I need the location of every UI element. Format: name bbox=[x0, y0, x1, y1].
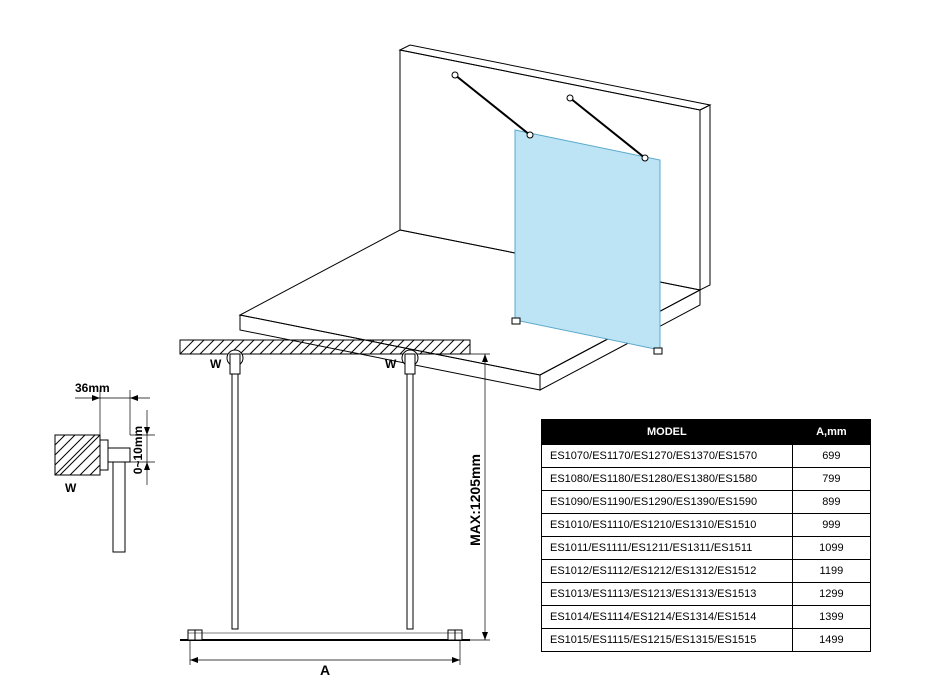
cell-a-mm: 699 bbox=[792, 445, 870, 468]
model-table: MODELA,mm ES1070/ES1170/ES1270/ES1370/ES… bbox=[541, 419, 871, 652]
cell-model: ES1013/ES1113/ES1213/ES1313/ES1513 bbox=[542, 583, 793, 606]
cell-a-mm: 799 bbox=[792, 468, 870, 491]
table-row: ES1090/ES1190/ES1290/ES1390/ES1590899 bbox=[542, 491, 871, 514]
cell-model: ES1011/ES1111/ES1211/ES1311/ES1511 bbox=[542, 537, 793, 560]
cell-a-mm: 999 bbox=[792, 514, 870, 537]
cell-a-mm: 1199 bbox=[792, 560, 870, 583]
col-header-a: A,mm bbox=[792, 420, 870, 445]
cell-model: ES1010/ES1110/ES1210/ES1310/ES1510 bbox=[542, 514, 793, 537]
table-row: ES1014/ES1114/ES1214/ES1314/ES15141399 bbox=[542, 606, 871, 629]
col-header-model: MODEL bbox=[542, 420, 793, 445]
table-row: ES1012/ES1112/ES1212/ES1312/ES15121199 bbox=[542, 560, 871, 583]
dim-36mm: 36mm bbox=[75, 381, 110, 395]
page-root: W W A MAX:1205mm 36mm bbox=[0, 0, 928, 686]
cell-a-mm: 899 bbox=[792, 491, 870, 514]
table-row: ES1080/ES1180/ES1280/ES1380/ES1580799 bbox=[542, 468, 871, 491]
table-row: ES1013/ES1113/ES1213/ES1313/ES15131299 bbox=[542, 583, 871, 606]
cell-model: ES1012/ES1112/ES1212/ES1312/ES1512 bbox=[542, 560, 793, 583]
cell-a-mm: 1099 bbox=[792, 537, 870, 560]
cell-model: ES1080/ES1180/ES1280/ES1380/ES1580 bbox=[542, 468, 793, 491]
table-row: ES1070/ES1170/ES1270/ES1370/ES1570699 bbox=[542, 445, 871, 468]
cell-a-mm: 1499 bbox=[792, 629, 870, 652]
cell-model: ES1090/ES1190/ES1290/ES1390/ES1590 bbox=[542, 491, 793, 514]
dim-tolerance: 0~10mm bbox=[131, 426, 145, 474]
cell-model: ES1015/ES1115/ES1215/ES1315/ES1515 bbox=[542, 629, 793, 652]
cell-model: ES1014/ES1114/ES1214/ES1314/ES1514 bbox=[542, 606, 793, 629]
cell-a-mm: 1399 bbox=[792, 606, 870, 629]
table-row: ES1010/ES1110/ES1210/ES1310/ES1510999 bbox=[542, 514, 871, 537]
detail-bracket-label: W bbox=[65, 481, 77, 495]
table-row: ES1015/ES1115/ES1215/ES1315/ES15151499 bbox=[542, 629, 871, 652]
cell-a-mm: 1299 bbox=[792, 583, 870, 606]
cell-model: ES1070/ES1170/ES1270/ES1370/ES1570 bbox=[542, 445, 793, 468]
table-row: ES1011/ES1111/ES1211/ES1311/ES15111099 bbox=[542, 537, 871, 560]
